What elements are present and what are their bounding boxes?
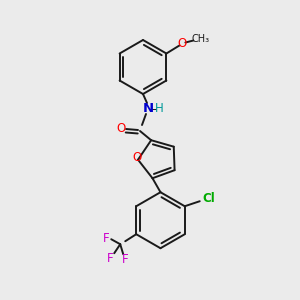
Text: O: O [178, 37, 187, 50]
Text: H: H [154, 103, 164, 116]
Text: F: F [122, 253, 129, 266]
Text: F: F [103, 232, 110, 245]
Text: Cl: Cl [202, 192, 215, 205]
Text: N: N [142, 103, 154, 116]
Text: O: O [116, 122, 126, 134]
Text: F: F [107, 252, 114, 265]
Text: CH₃: CH₃ [191, 34, 209, 44]
Text: O: O [132, 151, 142, 164]
